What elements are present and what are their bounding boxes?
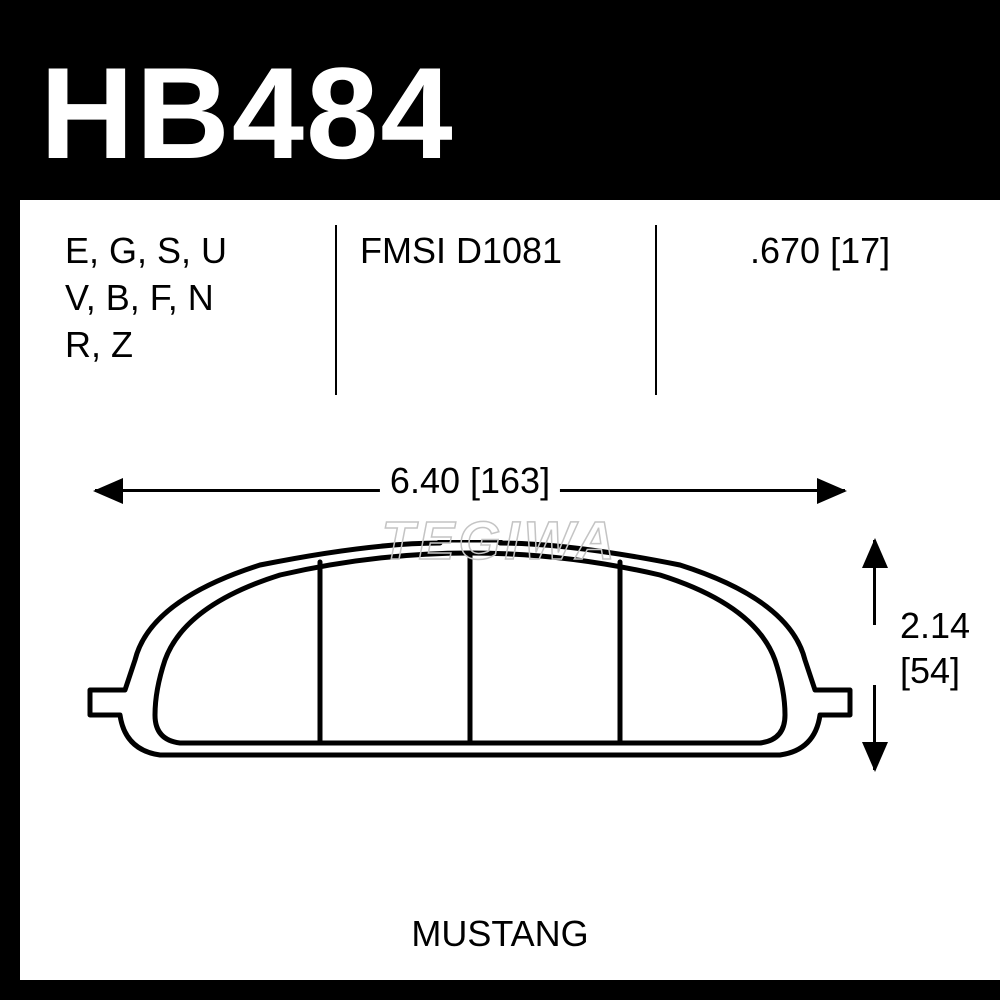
vehicle-name: MUSTANG [411, 913, 588, 955]
height-label-mm: [54] [900, 650, 960, 692]
brake-pad-drawing [60, 540, 880, 780]
diagram-root: HB484 E, G, S, U V, B, F, N R, Z FMSI D1… [0, 0, 1000, 1000]
frame-bottom-border [0, 980, 1000, 1000]
frame-left-border [0, 200, 20, 1000]
compound-codes: E, G, S, U V, B, F, N R, Z [65, 228, 227, 368]
arrow-left-icon [93, 478, 123, 504]
dim-v-break [855, 625, 895, 685]
divider-1 [335, 225, 337, 395]
title-block: HB484 [0, 0, 1000, 200]
arrow-down-icon [862, 742, 888, 772]
part-number: HB484 [40, 38, 455, 188]
width-label: 6.40 [163] [380, 460, 560, 502]
thickness-spec: .670 [17] [750, 228, 890, 275]
fmsi-code: FMSI D1081 [360, 228, 562, 275]
arrow-up-icon [862, 538, 888, 568]
width-dimension: 6.40 [163] [95, 465, 845, 515]
height-label-inches: 2.14 [900, 605, 970, 647]
arrow-right-icon [817, 478, 847, 504]
divider-2 [655, 225, 657, 395]
